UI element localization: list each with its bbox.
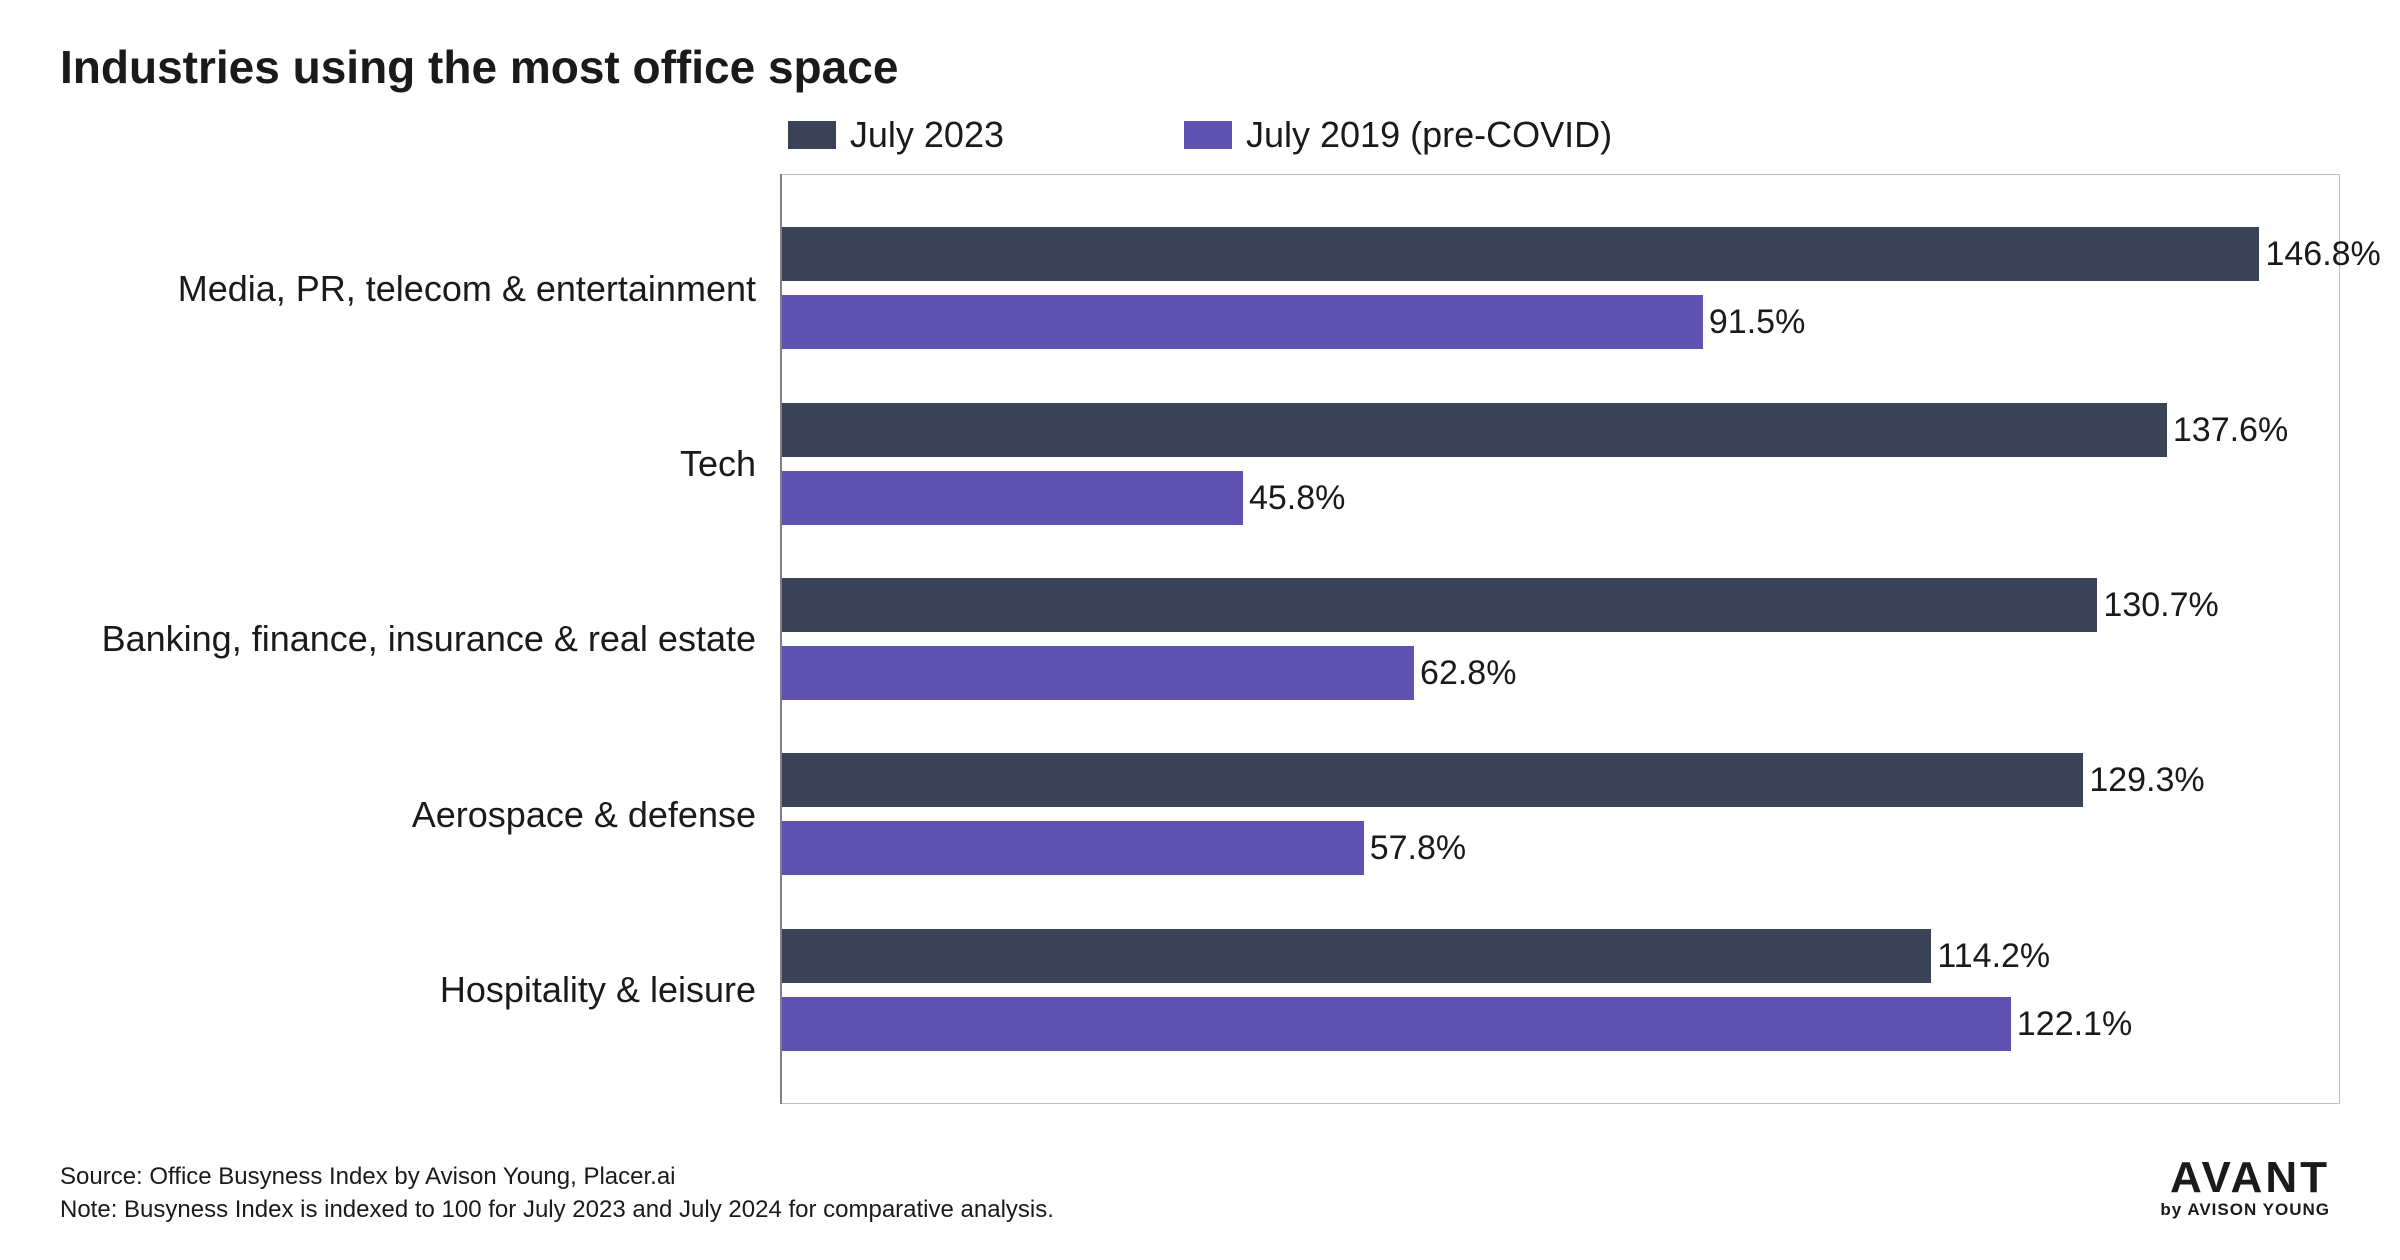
brand-logo: AVANT by AVISON YOUNG — [2160, 1156, 2330, 1220]
bar — [782, 403, 2167, 457]
footer-note: Note: Busyness Index is indexed to 100 f… — [60, 1194, 1054, 1226]
bar-value-label: 137.6% — [2167, 403, 2288, 457]
bar — [782, 295, 1703, 349]
bar-value-label: 146.8% — [2259, 227, 2380, 281]
bar — [782, 227, 2259, 281]
legend-swatch-2019 — [1184, 121, 1232, 149]
bar — [782, 753, 2083, 807]
bar-value-label: 57.8% — [1364, 821, 1466, 875]
bar — [782, 471, 1243, 525]
legend-item-2023: July 2023 — [788, 114, 1004, 156]
brand-sub-text: by AVISON YOUNG — [2160, 1200, 2330, 1220]
legend: July 2023 July 2019 (pre-COVID) — [60, 114, 2340, 156]
bar-value-label: 129.3% — [2083, 753, 2204, 807]
bar — [782, 646, 1414, 700]
chart-plot-area: Media, PR, telecom & entertainment146.8%… — [60, 174, 2340, 1104]
bar-value-label: 91.5% — [1703, 295, 1805, 349]
bar-value-label: 62.8% — [1414, 646, 1516, 700]
chart-footer: Source: Office Busyness Index by Avison … — [60, 1161, 1054, 1226]
bar — [782, 821, 1364, 875]
category-label: Hospitality & leisure — [60, 929, 780, 1051]
bar — [782, 997, 2011, 1051]
legend-item-2019: July 2019 (pre-COVID) — [1184, 114, 1612, 156]
chart-title: Industries using the most office space — [60, 40, 2340, 94]
bar-value-label: 45.8% — [1243, 471, 1345, 525]
bar — [782, 578, 2097, 632]
footer-source: Source: Office Busyness Index by Avison … — [60, 1161, 1054, 1193]
legend-label-2019: July 2019 (pre-COVID) — [1246, 114, 1612, 156]
legend-swatch-2023 — [788, 121, 836, 149]
category-label: Tech — [60, 403, 780, 525]
category-label: Banking, finance, insurance & real estat… — [60, 578, 780, 700]
bar-value-label: 130.7% — [2097, 578, 2218, 632]
chart-page: Industries using the most office space J… — [0, 0, 2400, 1260]
bar-value-label: 122.1% — [2011, 997, 2132, 1051]
legend-label-2023: July 2023 — [850, 114, 1004, 156]
category-label: Aerospace & defense — [60, 753, 780, 875]
brand-main-text: AVANT — [2160, 1156, 2330, 1200]
bar — [782, 929, 1931, 983]
category-label: Media, PR, telecom & entertainment — [60, 227, 780, 349]
bar-value-label: 114.2% — [1931, 929, 2050, 983]
